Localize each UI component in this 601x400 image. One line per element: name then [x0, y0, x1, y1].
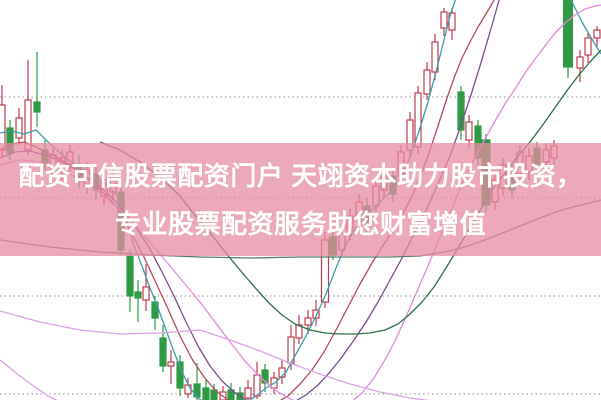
promo-banner-line-1: 配资可信股票配资门户 天翊资本助力股市投资， — [18, 160, 583, 191]
promo-banner[interactable]: 配资可信股票配资门户 天翊资本助力股市投资， 专业股票配资服务助您财富增值 — [0, 143, 601, 256]
promo-banner-line-2: 专业股票配资服务助您财富增值 — [114, 208, 486, 239]
